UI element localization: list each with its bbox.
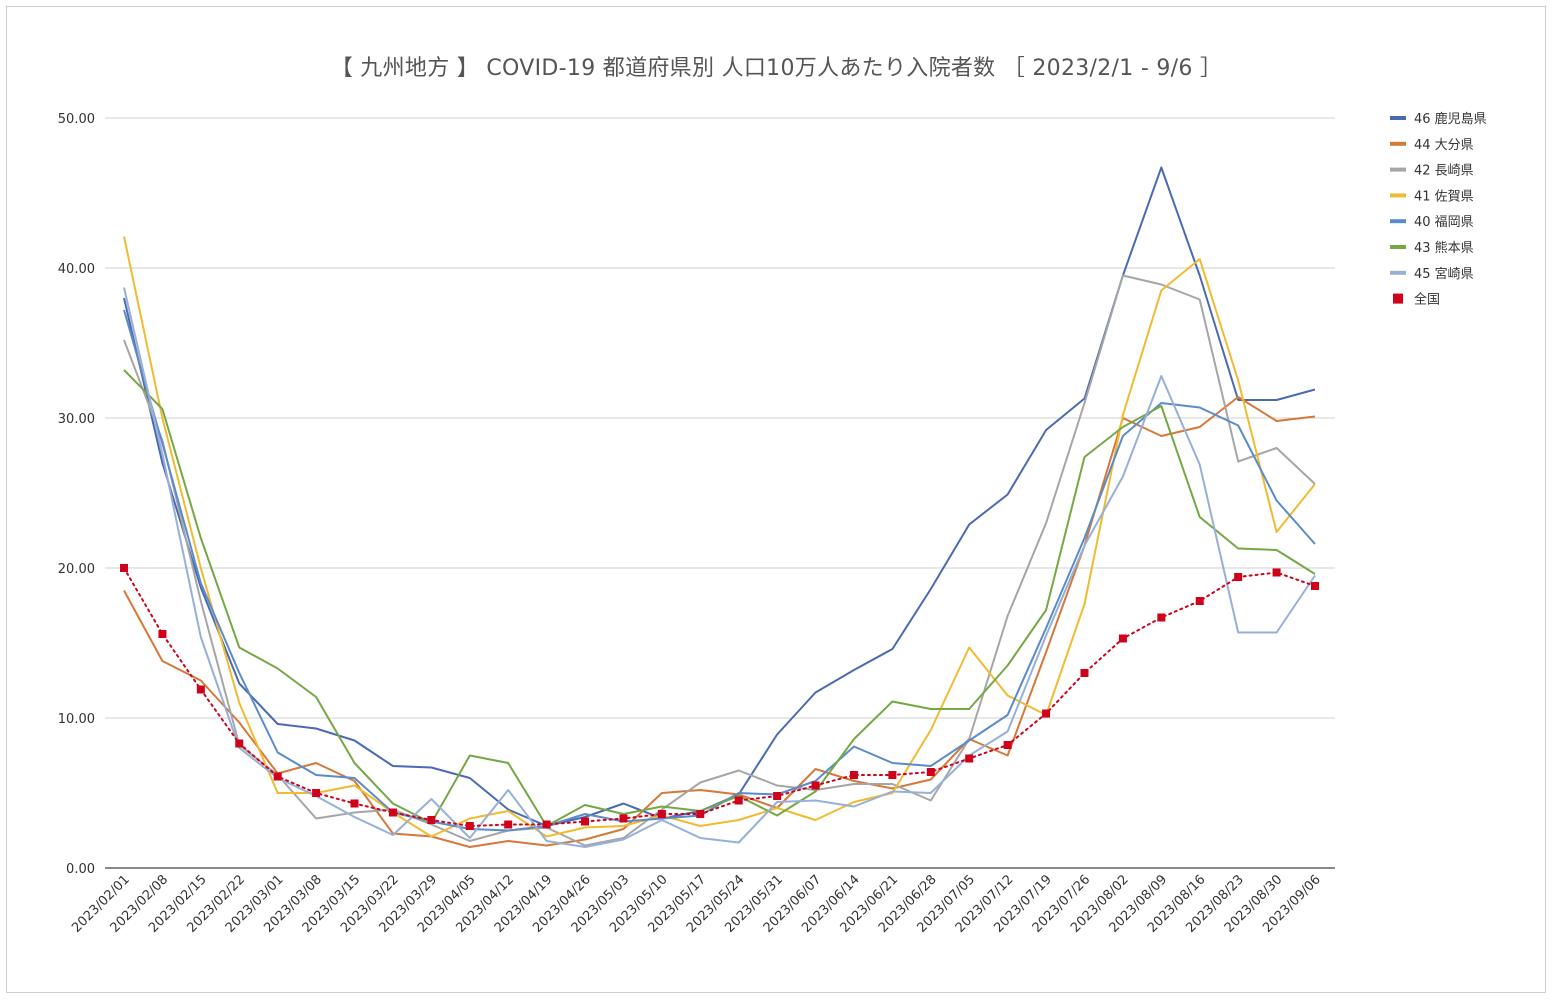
chart-title: 【 九州地方 】 COVID-19 都道府県別 人口10万人あたり入院者数 ［ …	[330, 56, 1223, 81]
chart-frame	[6, 6, 1546, 993]
legend-label: 40 福岡県	[1414, 215, 1474, 230]
data-point-marker	[504, 820, 513, 829]
series-lines	[120, 166, 1319, 848]
data-point-marker	[965, 754, 974, 763]
data-point-marker	[1157, 613, 1166, 622]
legend-label: 41 佐賀県	[1414, 189, 1474, 204]
data-point-marker	[926, 768, 935, 776]
data-point-marker	[1195, 597, 1204, 605]
data-point-marker	[581, 817, 590, 826]
data-point-marker	[657, 810, 666, 818]
legend: 46 鹿児島県 44 大分県 42 長崎県 41 佐賀県 40 福岡県 43 熊本県 45 …	[1390, 111, 1487, 308]
data-point-marker	[888, 771, 897, 779]
legend-label: 43 熊本県	[1414, 240, 1474, 256]
legend-label: 全国	[1414, 292, 1440, 308]
series-line-national	[123, 567, 1316, 828]
series-line	[123, 309, 1316, 832]
data-point-marker	[811, 781, 820, 790]
gridlines	[105, 117, 1335, 869]
legend-item: 46 鹿児島県	[1390, 111, 1487, 127]
data-point-marker	[1003, 741, 1012, 749]
legend-swatch	[1390, 141, 1406, 146]
legend-item: 45 宮崎県	[1390, 266, 1474, 282]
legend-item: 42 長崎県	[1390, 164, 1474, 179]
data-point-marker	[1080, 669, 1089, 677]
legend-label: 46 鹿児島県	[1414, 111, 1487, 127]
data-point-marker	[1272, 568, 1281, 577]
data-point-marker	[350, 799, 359, 808]
legend-swatch	[1390, 219, 1406, 224]
y-tick-label: 0.00	[66, 862, 95, 877]
series-line	[123, 236, 1316, 838]
legend-label: 44 大分県	[1414, 138, 1474, 153]
data-point-marker	[312, 789, 321, 797]
data-point-marker	[120, 564, 128, 572]
data-point-marker	[1118, 634, 1127, 643]
legend-item: 43 熊本県	[1390, 240, 1474, 256]
data-point-marker	[773, 792, 782, 800]
series-line	[123, 287, 1316, 848]
x-axis-ticks: 2023/02/012023/02/082023/02/152023/02/22…	[69, 872, 1324, 936]
legend-swatch	[1390, 245, 1406, 249]
legend-swatch	[1390, 167, 1406, 172]
legend-item: 41 佐賀県	[1390, 189, 1474, 204]
y-axis-ticks: 0.00 10.00 20.00 30.00 40.00 50.00	[58, 112, 95, 877]
series-line	[123, 274, 1316, 847]
y-tick-label: 40.00	[58, 262, 95, 277]
data-point-marker	[734, 796, 743, 805]
data-point-marker	[619, 814, 628, 823]
data-point-marker	[849, 771, 858, 779]
series-line	[123, 369, 1316, 827]
data-point-marker	[158, 630, 167, 638]
series-8	[120, 564, 1319, 830]
series-1	[123, 166, 1316, 827]
data-point-marker	[273, 772, 282, 781]
legend-swatch	[1390, 270, 1406, 275]
series-3	[123, 274, 1316, 847]
data-point-marker	[696, 810, 705, 818]
data-point-marker	[1234, 573, 1243, 581]
series-line	[123, 166, 1316, 827]
data-point-marker	[388, 808, 397, 817]
data-point-marker	[1311, 582, 1319, 590]
legend-item: 44 大分県	[1390, 138, 1474, 153]
data-point-marker	[465, 822, 474, 830]
legend-swatch	[1393, 293, 1403, 304]
legend-swatch	[1390, 116, 1406, 120]
y-tick-label: 10.00	[58, 712, 95, 727]
legend-label: 45 宮崎県	[1414, 266, 1474, 282]
data-point-marker	[427, 816, 436, 824]
y-tick-label: 50.00	[58, 112, 95, 127]
series-2	[123, 396, 1316, 848]
legend-swatch	[1390, 193, 1406, 198]
series-7	[123, 287, 1316, 848]
data-point-marker	[235, 739, 244, 748]
data-point-marker	[196, 685, 205, 694]
y-tick-label: 30.00	[58, 412, 95, 427]
series-line	[123, 396, 1316, 848]
legend-item: 40 福岡県	[1390, 215, 1474, 230]
series-6	[123, 369, 1316, 827]
series-4	[123, 236, 1316, 838]
series-5	[123, 309, 1316, 832]
legend-label: 42 長崎県	[1414, 164, 1474, 179]
data-point-marker	[542, 820, 551, 829]
legend-item: 全国	[1393, 292, 1440, 308]
y-tick-label: 20.00	[58, 562, 95, 577]
data-point-marker	[1042, 709, 1051, 718]
